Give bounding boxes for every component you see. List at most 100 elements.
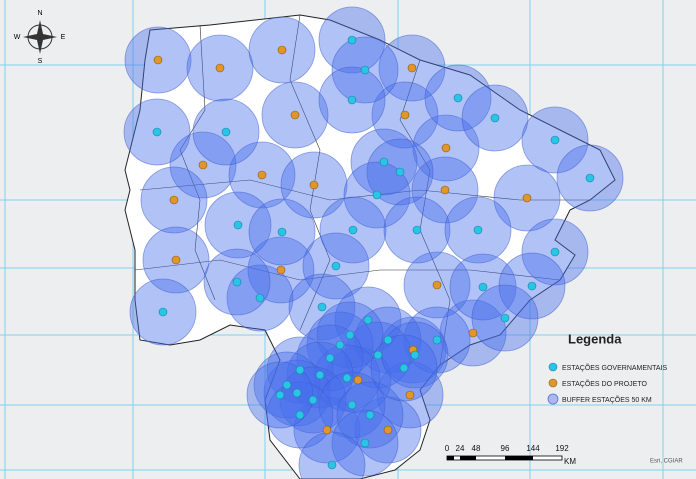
- project-station: [169, 195, 179, 205]
- government-station: [282, 380, 292, 390]
- government-station: [372, 190, 382, 200]
- government-station: [275, 390, 285, 400]
- project-station: [353, 375, 363, 385]
- scale-segment: [505, 456, 533, 460]
- government-station: [347, 35, 357, 45]
- government-station: [255, 293, 265, 303]
- project-station: [441, 143, 451, 153]
- government-station: [395, 167, 405, 177]
- government-station: [453, 93, 463, 103]
- government-station: [500, 313, 510, 323]
- scale-label: 0: [445, 444, 450, 453]
- project-station: [290, 110, 300, 120]
- government-station: [327, 460, 337, 470]
- government-station: [585, 173, 595, 183]
- project-station: [407, 63, 417, 73]
- government-station: [325, 353, 335, 363]
- project-station: [277, 45, 287, 55]
- municipal-borders: [134, 14, 590, 366]
- government-station: [478, 282, 488, 292]
- government-station: [412, 225, 422, 235]
- government-station: [295, 410, 305, 420]
- government-station: [345, 330, 355, 340]
- government-station: [410, 350, 420, 360]
- legend: Legenda ESTAÇÕES GOVERNAMENTAIS ESTAÇÕES…: [547, 331, 667, 405]
- compass-star: [23, 20, 57, 54]
- legend-symbol: [548, 362, 558, 372]
- project-station: [153, 55, 163, 65]
- government-station: [317, 302, 327, 312]
- project-station: [198, 160, 208, 170]
- government-station: [363, 315, 373, 325]
- scale-label: 96: [501, 444, 510, 453]
- government-station: [365, 410, 375, 420]
- compass-s: S: [38, 58, 43, 65]
- buffer-zone: [298, 431, 366, 479]
- legend-symbol: [548, 378, 558, 388]
- compass-e: E: [61, 34, 66, 41]
- government-station: [233, 220, 243, 230]
- legend-item: ESTAÇÕES GOVERNAMENTAIS: [562, 363, 667, 372]
- scale-unit: KM: [564, 457, 576, 466]
- project-station: [215, 63, 225, 73]
- government-station: [490, 113, 500, 123]
- government-station: [295, 365, 305, 375]
- government-station: [232, 277, 242, 287]
- government-station: [158, 307, 168, 317]
- compass-w: W: [14, 34, 21, 41]
- government-station: [331, 261, 341, 271]
- scale-bar: 0 24 48 96 144 192 KM: [445, 444, 577, 466]
- government-station: [360, 438, 370, 448]
- project-station: [383, 425, 393, 435]
- legend-title: Legenda: [568, 331, 622, 346]
- compass-n: N: [37, 10, 42, 17]
- government-station: [550, 135, 560, 145]
- stations: [152, 35, 595, 470]
- state-outline: [124, 14, 616, 479]
- government-station: [308, 395, 318, 405]
- government-station: [399, 363, 409, 373]
- legend-item: BUFFER ESTAÇÕES 50 KM: [562, 395, 652, 404]
- project-station: [440, 185, 450, 195]
- compass: N S E W: [14, 10, 66, 65]
- scale-label: 144: [526, 444, 540, 453]
- government-station: [348, 225, 358, 235]
- government-station: [432, 335, 442, 345]
- project-station: [468, 328, 478, 338]
- government-station: [315, 370, 325, 380]
- attribution: Esri, CGIAR: [650, 459, 683, 465]
- scale-segment: [460, 456, 476, 460]
- government-station: [292, 388, 302, 398]
- government-station: [335, 340, 345, 350]
- project-station: [405, 390, 415, 400]
- government-station: [527, 281, 537, 291]
- government-station: [550, 247, 560, 257]
- project-station: [309, 180, 319, 190]
- project-station: [171, 255, 181, 265]
- scale-label: 48: [472, 444, 481, 453]
- legend-symbol: [547, 393, 559, 405]
- legend-item: ESTAÇÕES DO PROJETO: [562, 379, 647, 388]
- project-station: [276, 265, 286, 275]
- government-station: [347, 400, 357, 410]
- government-station: [152, 127, 162, 137]
- government-station: [360, 65, 370, 75]
- project-station: [257, 170, 267, 180]
- government-station: [347, 95, 357, 105]
- project-station: [522, 193, 532, 203]
- government-station: [221, 127, 231, 137]
- government-station: [473, 225, 483, 235]
- government-station: [342, 373, 352, 383]
- scale-label: 192: [555, 444, 569, 453]
- project-station: [322, 425, 332, 435]
- project-station: [432, 280, 442, 290]
- government-station: [379, 157, 389, 167]
- government-station: [373, 350, 383, 360]
- scale-segment: [447, 456, 454, 460]
- scale-label: 24: [456, 444, 465, 453]
- project-station: [400, 110, 410, 120]
- government-station: [383, 335, 393, 345]
- government-station: [277, 227, 287, 237]
